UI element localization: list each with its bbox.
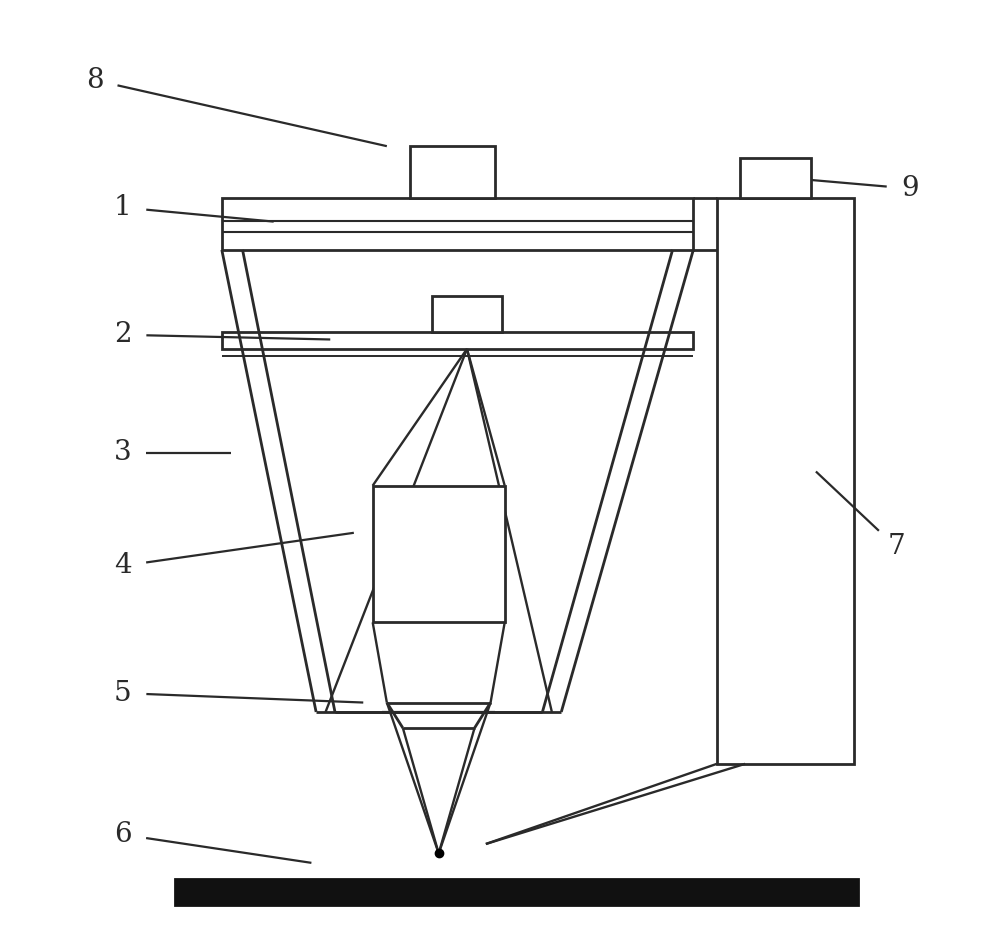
Bar bbox=[740, 158, 811, 198]
Bar bbox=[222, 198, 693, 250]
Text: 7: 7 bbox=[887, 534, 905, 560]
Bar bbox=[410, 146, 495, 198]
Text: 8: 8 bbox=[86, 67, 103, 93]
Bar bbox=[373, 486, 505, 622]
Text: 5: 5 bbox=[114, 680, 132, 706]
Bar bbox=[222, 332, 693, 349]
Text: 3: 3 bbox=[114, 439, 132, 466]
Text: 2: 2 bbox=[114, 322, 132, 348]
Text: 9: 9 bbox=[901, 175, 919, 202]
Bar bbox=[717, 198, 854, 764]
Text: 1: 1 bbox=[114, 194, 132, 221]
Text: 6: 6 bbox=[114, 821, 132, 848]
Bar bbox=[432, 296, 502, 332]
Bar bbox=[175, 879, 858, 905]
Text: 4: 4 bbox=[114, 553, 132, 579]
